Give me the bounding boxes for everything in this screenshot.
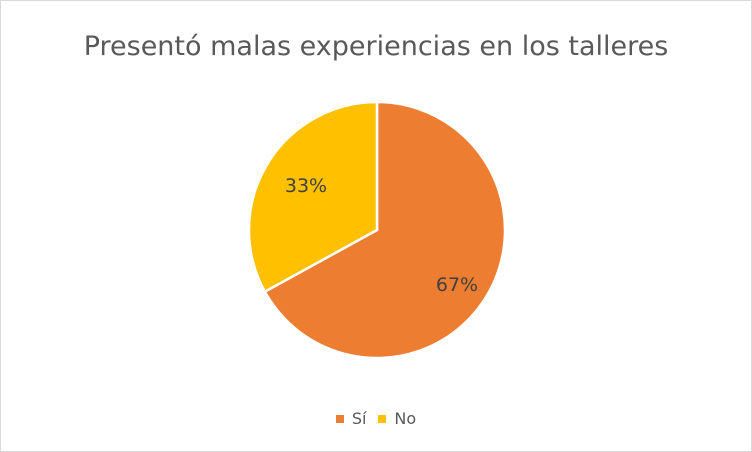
legend-swatch-no bbox=[378, 414, 387, 423]
legend-item-no: No bbox=[378, 409, 416, 428]
data-label-no: 33% bbox=[285, 175, 327, 197]
legend-item-si: Sí bbox=[335, 409, 367, 428]
pie-slices bbox=[247, 100, 507, 360]
legend-label-no: No bbox=[394, 409, 417, 428]
legend-swatch-si bbox=[335, 414, 344, 423]
legend: Sí No bbox=[1, 409, 751, 428]
data-label-si: 67% bbox=[436, 274, 478, 296]
data-labels: 67% 33% bbox=[285, 175, 478, 296]
legend-label-si: Sí bbox=[351, 409, 367, 428]
pie-slice-no bbox=[247, 100, 379, 294]
pie-slice-si bbox=[263, 100, 507, 360]
chart-title: Presentó malas experiencias en los talle… bbox=[83, 31, 669, 62]
